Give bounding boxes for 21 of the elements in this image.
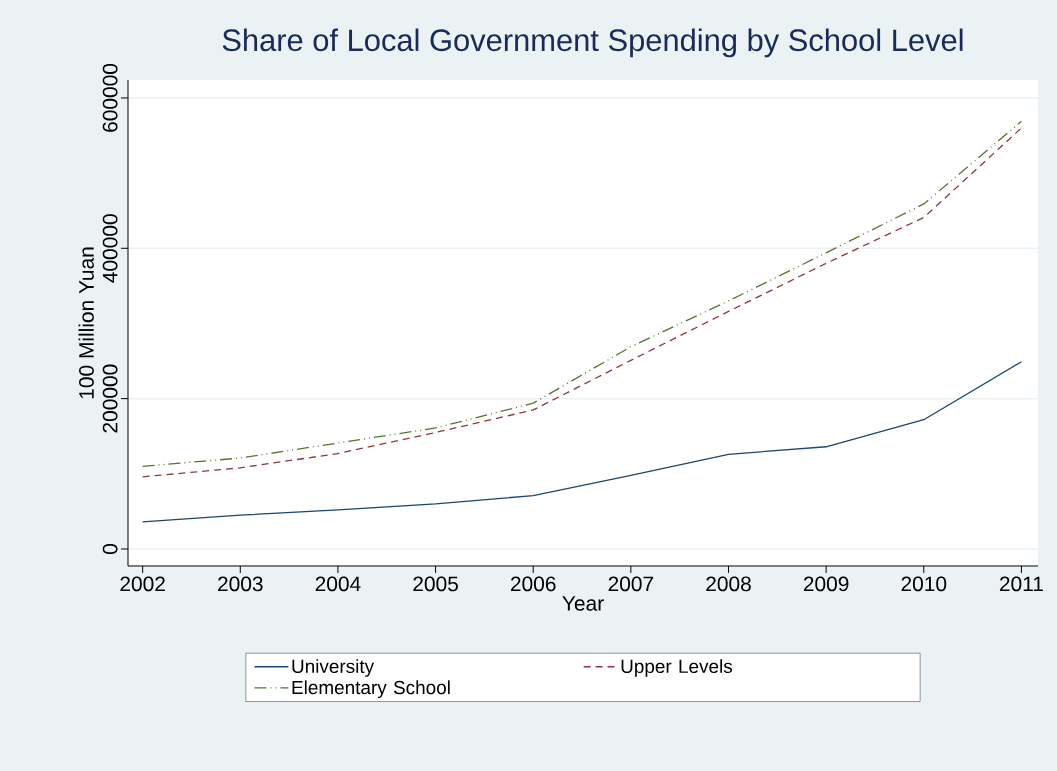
chart-title: Share of Local Government Spending by School Level (222, 28, 963, 58)
y-tick-label: 400000 (102, 214, 118, 283)
y-tick-label: 0 (102, 544, 118, 554)
x-tick-label: 2002 (120, 576, 165, 592)
y-axis-title: 100 Million Yuan (78, 247, 94, 399)
x-tick-label: 2009 (803, 576, 849, 592)
x-tick-label: 2011 (999, 576, 1043, 592)
y-tick-label: 200000 (102, 364, 118, 433)
legend-label: University (292, 659, 375, 677)
x-tick-label: 2007 (608, 576, 654, 592)
x-tick-label: 2003 (218, 576, 263, 592)
x-tick-label: 2006 (510, 576, 556, 592)
x-tick-label: 2010 (901, 576, 947, 592)
legend-label: Upper Levels (621, 659, 733, 677)
legend-label: Elementary School (292, 680, 450, 698)
x-tick-label: 2005 (413, 576, 458, 592)
x-tick-label: 2004 (315, 576, 361, 592)
line-series (142, 361, 1023, 523)
x-tick-label: 2008 (706, 576, 751, 592)
y-tick-label: 600000 (102, 63, 118, 132)
x-axis-title: Year (562, 596, 604, 611)
